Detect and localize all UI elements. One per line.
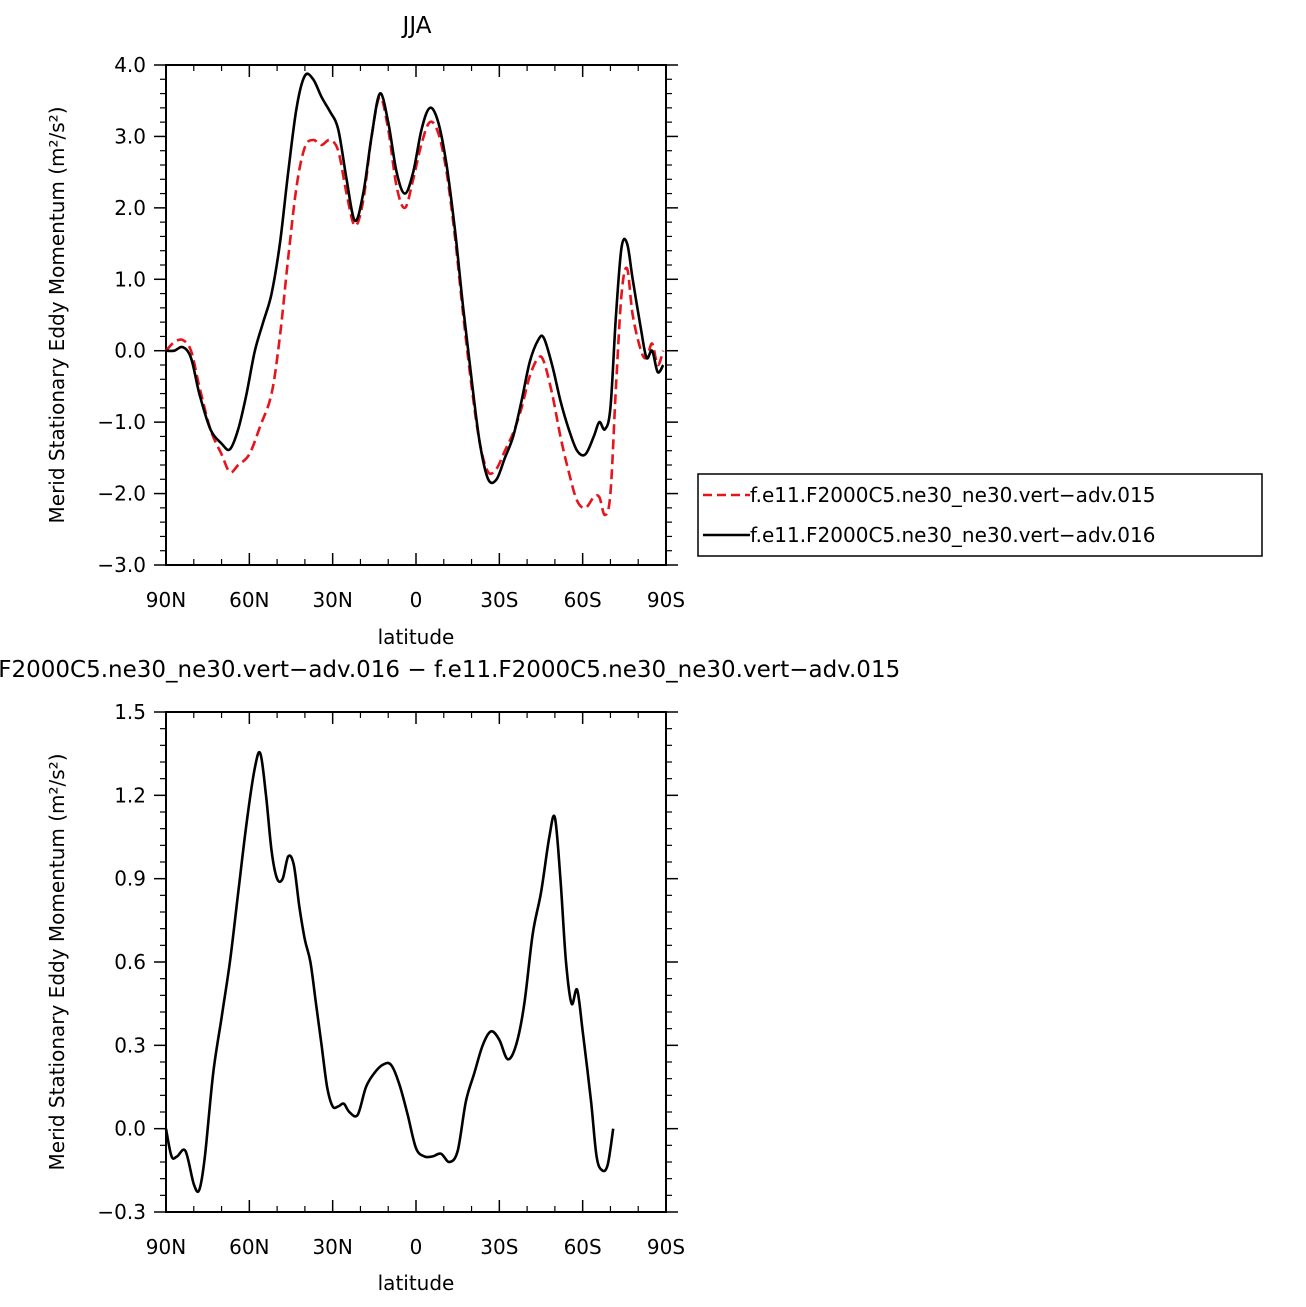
top-x-tick-label: 0 [410, 588, 423, 612]
bottom-y-tick-label: 1.2 [114, 783, 146, 807]
top-y-tick-label: 3.0 [114, 124, 146, 148]
bottom-series-lines [164, 750, 615, 1194]
bottom-y-tick-label: 0.6 [114, 950, 146, 974]
bottom-chart-title: f.e11.F2000C5.ne30_ne30.vert−adv.016 − f… [0, 657, 900, 683]
top-y-tick-label: 2.0 [114, 196, 146, 220]
top-x-axis-label: latitude [378, 625, 455, 649]
bottom-y-axis-label: Merid Stationary Eddy Momentum (m²/s²) [45, 754, 69, 1171]
top-y-axis-label: Merid Stationary Eddy Momentum (m²/s²) [45, 107, 69, 524]
bottom-x-tick-label: 60N [229, 1235, 269, 1259]
bottom-y-tick-label: 0.9 [114, 867, 146, 891]
legend: f.e11.F2000C5.ne30_ne30.vert−adv.015 f.e… [697, 473, 1263, 557]
bottom-y-tick-label: 1.5 [114, 700, 146, 724]
bottom-ticks [154, 711, 678, 1213]
bottom-y-tick-labels: −0.3 0.0 0.3 0.6 0.9 1.2 1.5 [97, 700, 146, 1224]
top-x-tick-labels: 90N 60N 30N 0 30S 60S 90S [146, 588, 685, 612]
top-x-tick-label: 90N [146, 588, 186, 612]
top-y-tick-label: −1.0 [97, 410, 146, 434]
bottom-x-tick-label: 30S [480, 1235, 518, 1259]
bottom-series-line-0 [164, 750, 615, 1194]
bottom-x-tick-label: 30N [312, 1235, 352, 1259]
top-y-tick-label: 4.0 [114, 53, 146, 77]
top-x-tick-label: 60N [229, 588, 269, 612]
top-series-lines [165, 72, 665, 517]
top-y-tick-label: 1.0 [114, 267, 146, 291]
bottom-x-tick-label: 0 [410, 1235, 423, 1259]
top-chart-title: JJA [401, 13, 432, 39]
legend-label-016: f.e11.F2000C5.ne30_ne30.vert−adv.016 [750, 523, 1155, 547]
top-y-tick-label: −2.0 [97, 482, 146, 506]
legend-box [697, 473, 1263, 557]
bottom-y-tick-label: 0.3 [114, 1033, 146, 1057]
top-y-tick-label: 0.0 [114, 339, 146, 363]
top-series-line-0 [165, 95, 665, 517]
bottom-x-axis-label: latitude [378, 1271, 455, 1295]
top-x-tick-label: 60S [564, 588, 602, 612]
bottom-panel: f.e11.F2000C5.ne30_ne30.vert−adv.016 − f… [0, 657, 900, 1295]
legend-label-015: f.e11.F2000C5.ne30_ne30.vert−adv.015 [750, 483, 1155, 507]
bottom-y-tick-label: 0.0 [114, 1117, 146, 1141]
top-plot-frame [165, 64, 667, 566]
top-y-tick-labels: −3.0 −2.0 −1.0 0.0 1.0 2.0 3.0 4.0 [97, 53, 146, 577]
top-panel: JJA 90N 60N 30N 0 30S 60S 90S −3.0 −2.0 −1.0 0.0 1… [45, 13, 1263, 649]
top-x-tick-label: 30N [312, 588, 352, 612]
bottom-x-tick-label: 90S [647, 1235, 685, 1259]
top-x-tick-label: 90S [647, 588, 685, 612]
bottom-x-tick-labels: 90N 60N 30N 0 30S 60S 90S [146, 1235, 685, 1259]
top-ticks [154, 64, 678, 566]
bottom-plot-frame [165, 711, 667, 1213]
top-x-tick-label: 30S [480, 588, 518, 612]
bottom-x-tick-label: 90N [146, 1235, 186, 1259]
bottom-x-tick-label: 60S [564, 1235, 602, 1259]
top-y-tick-label: −3.0 [97, 553, 146, 577]
bottom-y-tick-label: −0.3 [97, 1200, 146, 1224]
top-series-line-1 [165, 72, 665, 485]
